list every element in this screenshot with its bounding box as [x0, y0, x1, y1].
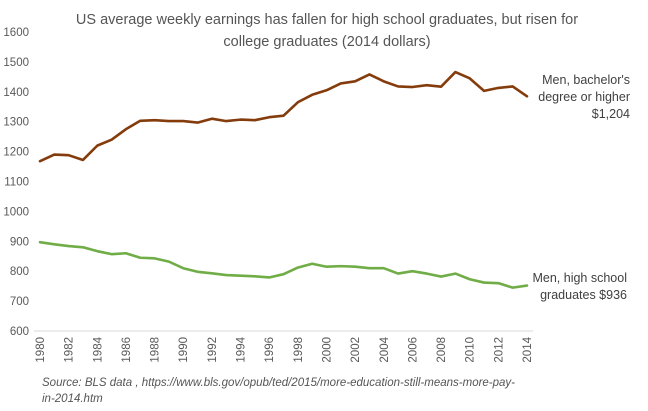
x-tick-label: 1986 [121, 337, 133, 363]
source-note-line-2: in-2014.htm [42, 393, 103, 405]
x-tick-label: 1998 [293, 337, 305, 363]
y-tick-label: 600 [10, 326, 29, 338]
series-label-highschool-line-2: graduates $936 [540, 288, 627, 302]
series-label-highschool-line-1: Men, high school [532, 271, 627, 285]
y-tick-label: 1000 [3, 206, 29, 218]
x-tick-label: 1996 [264, 337, 276, 363]
y-tick-label: 700 [10, 296, 29, 308]
series-line-highschool [38, 240, 529, 289]
series-label-bachelors-line-2: degree or higher [538, 90, 630, 104]
x-tick-label: 1990 [178, 337, 190, 363]
chart-title-line-1: US average weekly earnings has fallen fo… [76, 12, 578, 28]
y-tick-label: 1200 [3, 147, 29, 159]
y-tick-label: 1400 [3, 87, 29, 99]
x-tick-label: 2006 [407, 337, 419, 363]
x-tick-label: 1994 [236, 336, 248, 362]
y-tick-label: 1100 [4, 177, 29, 189]
x-tick-label: 1984 [92, 336, 104, 362]
x-tick-label: 2014 [522, 336, 534, 362]
chart-title-line-2: college graduates (2014 dollars) [223, 34, 430, 50]
y-axis-ticks: 600 700 800 900 1000 1100 1200 1300 1400 1500 1600 [3, 27, 29, 338]
y-tick-label: 800 [10, 266, 29, 278]
x-tick-label: 2008 [436, 337, 448, 363]
series-line-bachelors [38, 70, 529, 163]
x-axis-ticks: 1980 1982 1984 1986 1988 1990 1992 1994 1996 1998… [35, 336, 534, 362]
x-tick-label: 1982 [64, 337, 76, 363]
y-tick-label: 1500 [3, 57, 29, 69]
x-tick-label: 1988 [150, 337, 162, 363]
x-tick-label: 2002 [350, 337, 362, 363]
series-label-bachelors-line-1: Men, bachelor's [542, 73, 630, 87]
y-tick-label: 1300 [3, 117, 29, 129]
y-tick-label: 1600 [3, 27, 29, 39]
source-note-line-1: Source: BLS data , https://www.bls.gov/o… [42, 377, 515, 389]
x-tick-label: 1980 [35, 337, 47, 363]
x-tick-label: 2012 [493, 337, 505, 363]
x-tick-label: 2010 [465, 337, 477, 363]
x-tick-label: 2000 [321, 337, 333, 363]
y-tick-label: 900 [10, 236, 29, 248]
x-tick-label: 2004 [379, 336, 391, 362]
series-label-bachelors-line-3: $1,204 [592, 107, 630, 121]
x-tick-label: 1992 [207, 337, 219, 363]
series-lines [38, 70, 529, 289]
